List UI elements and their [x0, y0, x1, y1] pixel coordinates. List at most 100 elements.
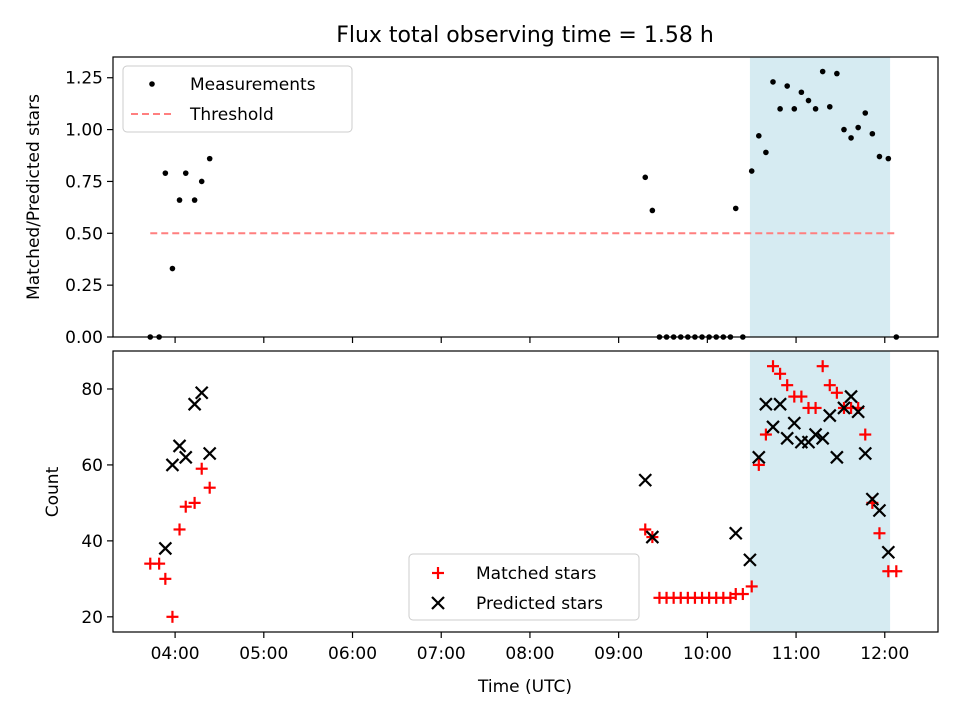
measurement-point: [777, 106, 783, 112]
predicted-star-point: [172, 439, 187, 453]
predicted-star-stroke-b: [881, 545, 896, 560]
predicted-star-stroke-b: [822, 408, 837, 423]
top-y-ticks: 0.00 0.25 0.50 0.75 1.00 1.25: [65, 69, 113, 348]
matched-star-point: [173, 523, 186, 536]
predicted-star-point: [766, 420, 780, 434]
predicted-star-point: [187, 397, 202, 411]
predicted-star-stroke-b: [645, 530, 660, 544]
predicted-star-stroke-b: [808, 427, 823, 442]
matched-star-point: [781, 379, 794, 392]
predicted-star-stroke-b: [837, 401, 851, 415]
predicted-star-point: [773, 397, 787, 411]
measurement-point: [869, 130, 876, 137]
predicted-star-point: [881, 545, 896, 560]
bottom-highlight-span: [749, 351, 891, 632]
bottom-xtick-label: 08:00: [505, 644, 554, 664]
bottom-ytick-label: 80: [81, 380, 103, 400]
predicted-star-point: [787, 416, 802, 430]
legend-matched-marker: [432, 567, 444, 579]
predicted-star-point: [837, 401, 851, 415]
x-axis-label: Time (UTC): [477, 677, 572, 697]
bottom-ytick-label: 20: [81, 608, 103, 628]
measurement-point: [732, 205, 739, 212]
measurement-point: [169, 265, 176, 272]
top-ytick-label: 0.00: [65, 328, 103, 348]
top-ytick-label: 0.75: [65, 172, 103, 192]
bottom-series-layer: [144, 360, 903, 623]
measurement-point: [812, 106, 819, 112]
matched-star-point: [830, 386, 843, 399]
predicted-star-point: [743, 553, 757, 567]
predicted-star-stroke-b: [787, 416, 802, 430]
predicted-star-point: [830, 450, 844, 465]
legend-threshold-label: Threshold: [189, 105, 274, 125]
predicted-star-point: [780, 431, 794, 446]
measurement-point: [805, 97, 812, 104]
predicted-star-point: [728, 526, 743, 541]
measurement-point: [819, 68, 826, 75]
predicted-star-stroke-b: [187, 397, 202, 411]
top-ytick-label: 0.50: [65, 224, 103, 244]
highlight-span-rect: [749, 57, 891, 337]
predicted-star-point: [202, 446, 217, 461]
measurement-point: [784, 83, 790, 89]
matched-star-point: [188, 496, 201, 509]
bottom-xtick-label: 11:00: [772, 644, 821, 664]
top-legend: Measurements Threshold: [122, 65, 353, 133]
top-ytick-label: 1.00: [65, 121, 103, 141]
measurement-point: [848, 135, 854, 141]
predicted-star-point: [844, 389, 858, 404]
bottom-ytick-label: 40: [81, 532, 103, 552]
predicted-star-point: [822, 408, 837, 423]
legend-predicted-label: Predicted stars: [476, 594, 603, 614]
bottom-legend-box: [408, 553, 640, 621]
matched-star-point: [153, 557, 166, 570]
matched-star-point: [767, 360, 779, 373]
bottom-panel: 20 40 60 80 04:00 05:00 06:00 07:00 08:00 09:00 1…: [43, 350, 939, 697]
matched-star-point: [873, 527, 886, 540]
bottom-y-axis-label: Count: [43, 466, 63, 517]
predicted-star-stroke-b: [830, 450, 844, 465]
predicted-star-stroke-b: [815, 431, 830, 446]
measurement-point: [885, 155, 892, 162]
bottom-x-ticks: 04:00 05:00 06:00 07:00 08:00 09:00 10:00 11:00…: [151, 632, 909, 664]
matched-star-point: [203, 481, 216, 494]
measurement-point: [841, 126, 847, 133]
predicted-star-stroke-b: [158, 541, 173, 556]
legend-measurements-marker: [149, 81, 155, 87]
matched-star-point: [816, 360, 829, 373]
legend-predicted-marker: [431, 596, 445, 610]
matched-star-point: [890, 565, 903, 578]
bottom-axes-frame: [112, 350, 939, 633]
measurement-point: [182, 170, 189, 176]
measurement-point: [855, 124, 861, 131]
matched-star-point: [759, 428, 772, 441]
predicted-star-stroke-b: [194, 385, 209, 400]
measurement-point: [876, 153, 883, 160]
predicted-star-point: [858, 446, 873, 461]
top-ytick-label: 0.25: [65, 276, 103, 296]
highlight-span-rect: [749, 351, 891, 632]
bottom-xtick-label: 09:00: [594, 644, 643, 664]
measurement-point: [763, 149, 769, 156]
predicted-star-stroke-b: [202, 446, 217, 461]
matched-star-point: [809, 401, 822, 414]
predicted-star-stroke-b: [165, 458, 180, 472]
matched-star-point: [823, 379, 836, 392]
predicted-star-stroke-b: [743, 553, 757, 567]
top-axes-frame: [112, 56, 939, 338]
matched-star-point: [774, 367, 787, 380]
bottom-xtick-label: 12:00: [860, 644, 909, 664]
measurement-point: [791, 106, 798, 112]
measurement-point: [770, 79, 776, 85]
top-legend-box: [122, 65, 353, 133]
top-highlight-span: [749, 57, 891, 337]
chart-title: Flux total observing time = 1.58 h: [336, 23, 714, 48]
measurement-point: [826, 103, 833, 110]
predicted-star-stroke-b: [172, 439, 187, 453]
top-y-axis-label: Matched/Predicted stars: [24, 94, 44, 300]
predicted-star-point: [752, 450, 766, 465]
predicted-star-point: [851, 404, 865, 419]
measurement-point: [176, 197, 183, 203]
